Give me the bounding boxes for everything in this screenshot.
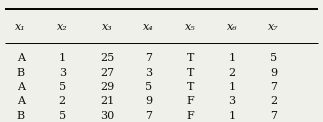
Text: 7: 7 bbox=[145, 53, 152, 63]
Text: 3: 3 bbox=[228, 96, 235, 106]
Text: 7: 7 bbox=[270, 111, 277, 121]
Text: 9: 9 bbox=[270, 68, 277, 78]
Text: 1: 1 bbox=[228, 53, 235, 63]
Text: 5: 5 bbox=[145, 82, 152, 92]
Text: 3: 3 bbox=[145, 68, 152, 78]
Text: 30: 30 bbox=[100, 111, 114, 121]
Text: A: A bbox=[16, 82, 25, 92]
Text: 2: 2 bbox=[228, 68, 235, 78]
Text: x₅: x₅ bbox=[185, 22, 196, 32]
Text: 21: 21 bbox=[100, 96, 114, 106]
Text: T: T bbox=[187, 53, 194, 63]
Text: 27: 27 bbox=[100, 68, 114, 78]
Text: F: F bbox=[186, 96, 194, 106]
Text: 2: 2 bbox=[59, 96, 66, 106]
Text: x₂: x₂ bbox=[57, 22, 68, 32]
Text: x₁: x₁ bbox=[15, 22, 26, 32]
Text: 3: 3 bbox=[59, 68, 66, 78]
Text: T: T bbox=[187, 68, 194, 78]
Text: 7: 7 bbox=[145, 111, 152, 121]
Text: x₃: x₃ bbox=[102, 22, 112, 32]
Text: A: A bbox=[16, 53, 25, 63]
Text: T: T bbox=[187, 82, 194, 92]
Text: 2: 2 bbox=[270, 96, 277, 106]
Text: 29: 29 bbox=[100, 82, 114, 92]
Text: B: B bbox=[16, 68, 25, 78]
Text: F: F bbox=[186, 111, 194, 121]
Text: A: A bbox=[16, 96, 25, 106]
Text: 5: 5 bbox=[59, 111, 66, 121]
Text: 5: 5 bbox=[59, 82, 66, 92]
Text: 7: 7 bbox=[270, 82, 277, 92]
Text: x₄: x₄ bbox=[143, 22, 154, 32]
Text: B: B bbox=[16, 111, 25, 121]
Text: 1: 1 bbox=[59, 53, 66, 63]
Text: 5: 5 bbox=[270, 53, 277, 63]
Text: 25: 25 bbox=[100, 53, 114, 63]
Text: 1: 1 bbox=[228, 82, 235, 92]
Text: 9: 9 bbox=[145, 96, 152, 106]
Text: x₇: x₇ bbox=[268, 22, 279, 32]
Text: x₆: x₆ bbox=[226, 22, 237, 32]
Text: 1: 1 bbox=[228, 111, 235, 121]
